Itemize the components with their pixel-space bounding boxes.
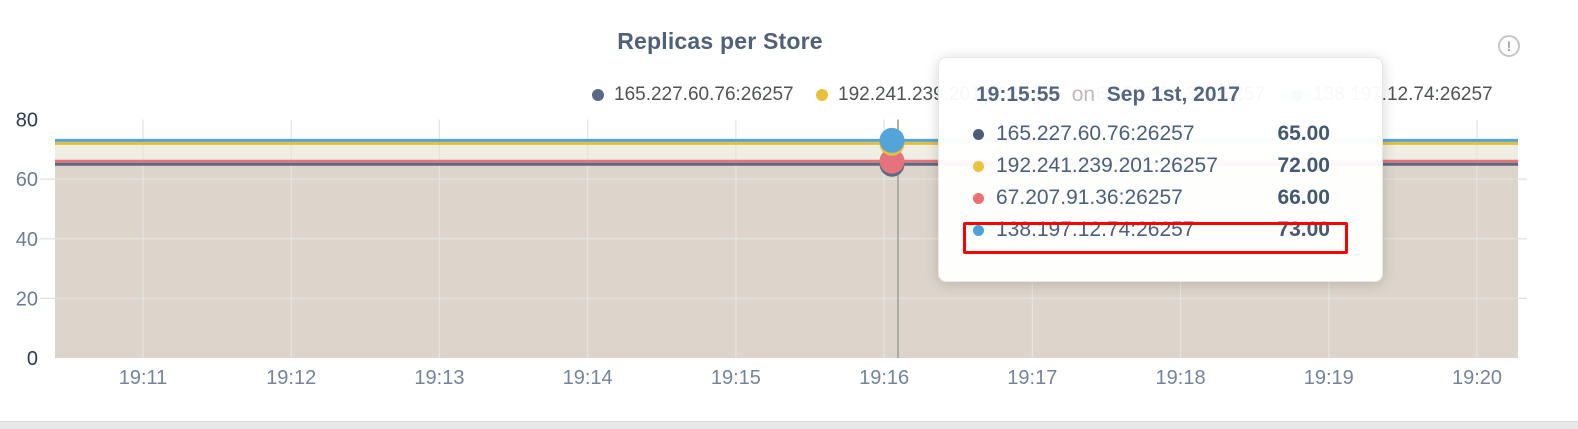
spacer	[1095, 83, 1101, 106]
series-dot-icon	[973, 128, 984, 140]
hover-point[interactable]	[879, 148, 905, 174]
bottom-divider	[0, 421, 1578, 429]
series-dot-icon	[816, 89, 828, 101]
tooltip-time: 19:15:55	[976, 83, 1061, 106]
tooltip-series-value: 65.00	[1277, 122, 1330, 145]
tooltip-row: 165.227.60.76:26257 65.00	[939, 118, 1382, 150]
x-tick-label: 19:12	[266, 367, 316, 389]
series-dot-icon	[592, 89, 604, 101]
x-tick-label: 19:20	[1452, 367, 1502, 389]
series-dot-icon	[973, 160, 984, 172]
y-tick-label: 40	[16, 229, 38, 251]
highlight-box	[963, 222, 1348, 254]
x-tick-label: 19:14	[563, 367, 613, 389]
chart-title: Replicas per Store	[617, 28, 823, 54]
legend-label: 165.227.60.76:26257	[614, 84, 794, 105]
hover-tooltip: 19:15:55 on Sep 1st, 2017 165.227.60.76:…	[938, 57, 1383, 282]
tooltip-series-value: 66.00	[1277, 186, 1330, 209]
x-tick-label: 19:16	[859, 367, 909, 389]
tooltip-series-value: 72.00	[1277, 154, 1330, 177]
tooltip-series-name: 67.207.91.36:26257	[996, 186, 1183, 209]
tooltip-date: Sep 1st, 2017	[1106, 83, 1240, 106]
x-tick-label: 19:19	[1304, 367, 1354, 389]
x-tick-label: 19:11	[119, 367, 168, 389]
series-dot-icon	[973, 224, 984, 236]
tooltip-series-name: 192.241.239.201:26257	[996, 154, 1218, 177]
tooltip-timestamp: 19:15:55 on Sep 1st, 2017	[976, 83, 1240, 106]
x-tick-label: 19:18	[1156, 367, 1206, 389]
tooltip-row: 192.241.239.201:26257 72.00	[939, 150, 1382, 182]
y-tick-label: 0	[27, 348, 38, 370]
x-tick-label: 19:15	[711, 367, 761, 389]
hover-point[interactable]	[879, 127, 905, 153]
x-tick-label: 19:17	[1007, 367, 1057, 389]
legend-item[interactable]: 165.227.60.76:26257	[592, 84, 794, 106]
y-tick-label: 20	[16, 288, 38, 310]
tooltip-series-name: 165.227.60.76:26257	[996, 122, 1195, 145]
y-tick-label: 80	[16, 110, 38, 132]
x-tick-label: 19:13	[414, 367, 464, 389]
tooltip-row: 67.207.91.36:26257 66.00	[939, 182, 1382, 214]
info-icon[interactable]: !	[1498, 35, 1520, 57]
y-tick-label: 60	[16, 169, 38, 191]
series-dot-icon	[973, 192, 984, 204]
